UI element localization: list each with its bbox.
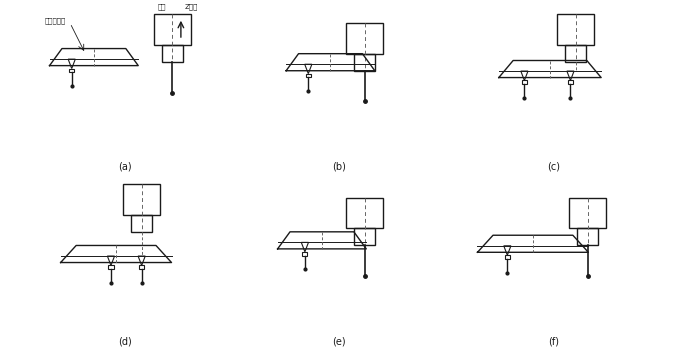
Bar xyxy=(139,266,144,269)
Bar xyxy=(568,80,573,84)
Bar xyxy=(123,184,161,215)
Bar xyxy=(355,228,375,245)
Bar xyxy=(505,255,510,259)
Text: (c): (c) xyxy=(547,162,560,172)
Bar xyxy=(565,45,586,62)
Text: 斗筠式刀库: 斗筠式刀库 xyxy=(45,18,66,24)
Text: Z坐标: Z坐标 xyxy=(184,4,198,10)
Text: (b): (b) xyxy=(332,162,346,172)
Bar xyxy=(306,74,311,78)
Bar xyxy=(69,69,75,72)
Bar xyxy=(569,198,606,228)
Bar xyxy=(557,15,595,45)
Bar xyxy=(132,215,152,232)
Text: (d): (d) xyxy=(118,336,132,347)
Bar xyxy=(577,228,598,245)
Bar xyxy=(346,198,383,228)
Bar xyxy=(162,45,182,62)
Text: 主轴: 主轴 xyxy=(158,4,166,10)
Text: (e): (e) xyxy=(332,336,346,347)
Bar xyxy=(302,252,307,256)
Bar xyxy=(154,15,191,45)
Bar xyxy=(346,23,383,54)
Text: (f): (f) xyxy=(548,336,559,347)
Text: (a): (a) xyxy=(118,162,132,172)
Bar xyxy=(355,54,375,71)
Bar xyxy=(108,266,113,269)
Bar xyxy=(522,80,527,84)
